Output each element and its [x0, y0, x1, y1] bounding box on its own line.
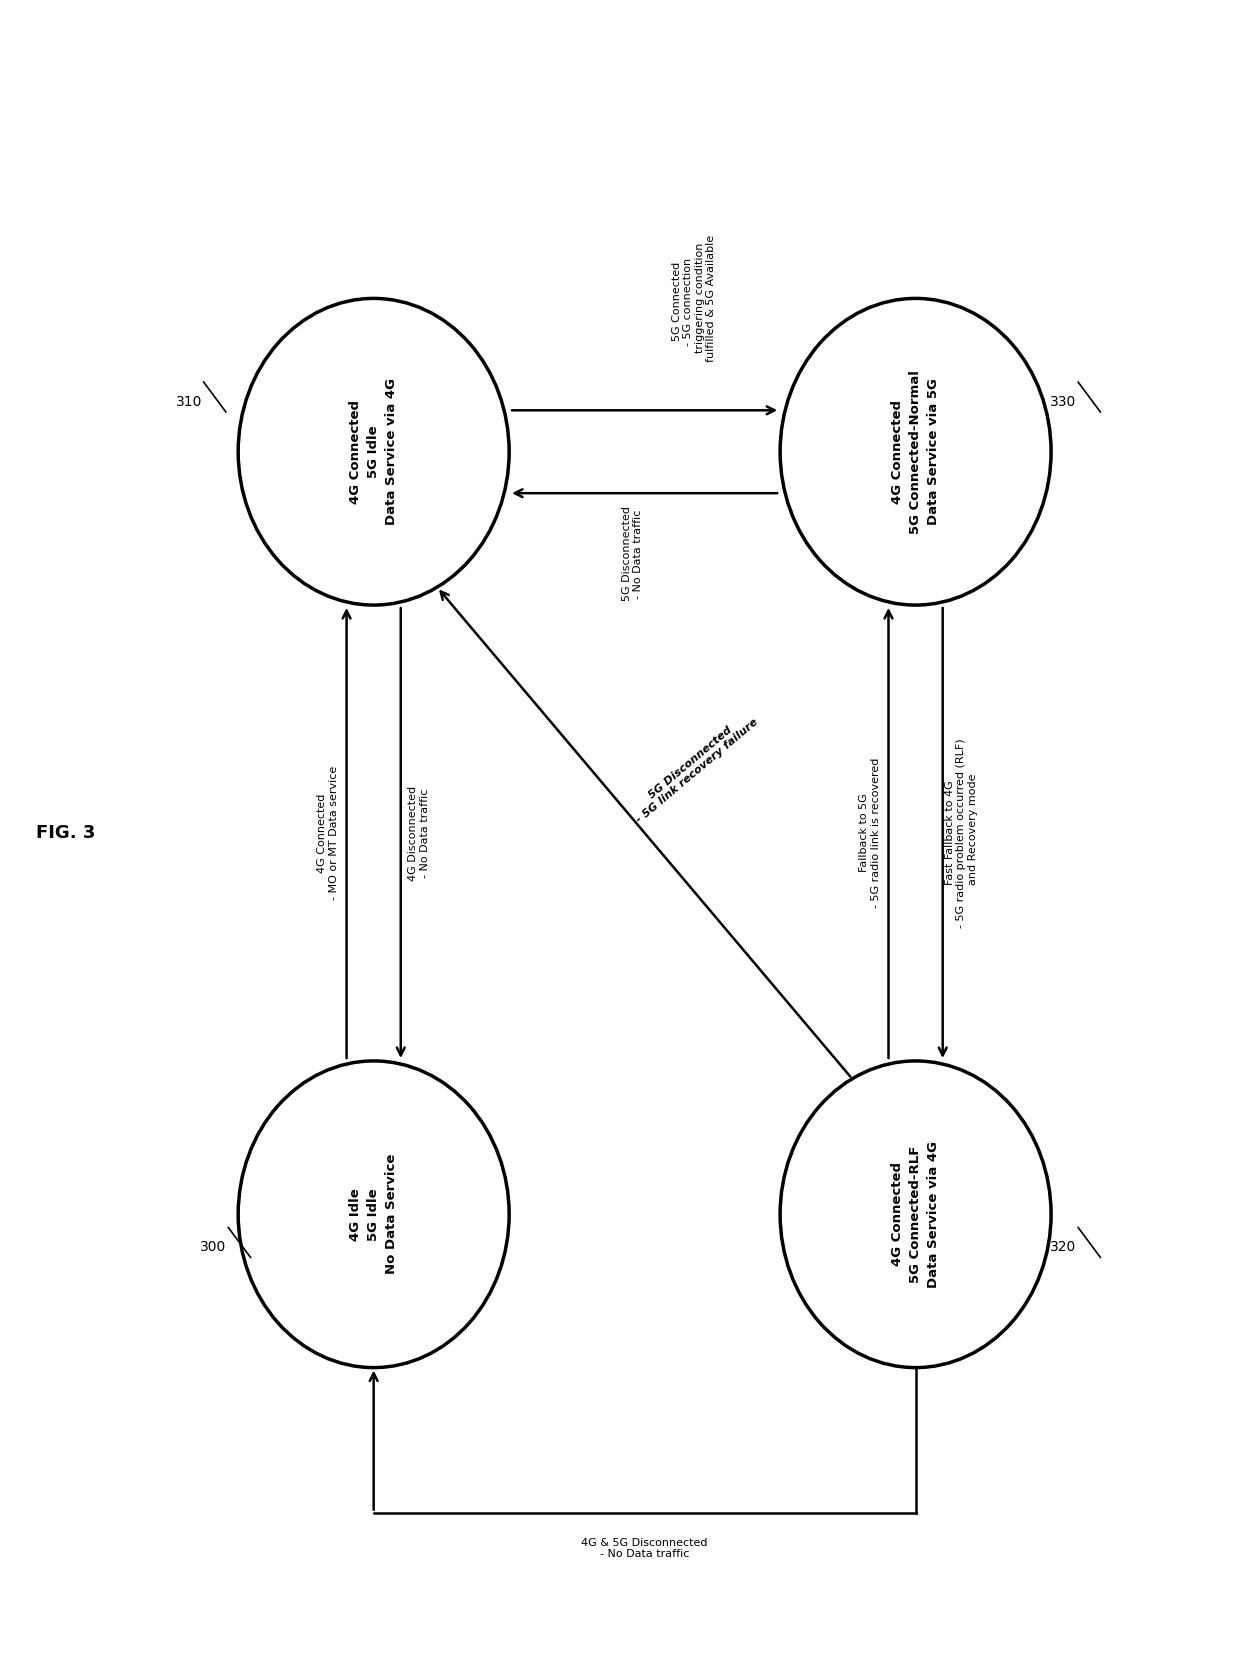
Text: Fast Fallback to 4G
- 5G radio problem occurred (RLF)
  and Recovery mode: Fast Fallback to 4G - 5G radio problem o… [945, 738, 978, 928]
Text: 4G Disconnected
- No Data traffic: 4G Disconnected - No Data traffic [408, 785, 430, 881]
Text: 4G Connected
5G Connected-Normal
Data Service via 5G: 4G Connected 5G Connected-Normal Data Se… [892, 370, 940, 533]
Text: 4G Connected
5G Idle
Data Service via 4G: 4G Connected 5G Idle Data Service via 4G [350, 378, 398, 525]
Text: 4G Connected
- MO or MT Data service: 4G Connected - MO or MT Data service [317, 766, 339, 900]
Text: 4G & 5G Disconnected
- No Data traffic: 4G & 5G Disconnected - No Data traffic [582, 1538, 708, 1559]
Text: 5G Disconnected
- No Data traffic: 5G Disconnected - No Data traffic [621, 506, 644, 601]
Text: Fallback to 5G
- 5G radio link is recovered: Fallback to 5G - 5G radio link is recove… [859, 758, 880, 908]
Text: 4G Connected
5G Connected-RLF
Data Service via 4G: 4G Connected 5G Connected-RLF Data Servi… [892, 1141, 940, 1288]
Text: 330: 330 [1050, 395, 1076, 410]
Text: FIG. 3: FIG. 3 [36, 825, 95, 841]
Text: 5G Disconnected
- 5G link recovery failure: 5G Disconnected - 5G link recovery failu… [627, 708, 760, 825]
Text: 300: 300 [201, 1241, 227, 1254]
Text: 4G Idle
5G Idle
No Data Service: 4G Idle 5G Idle No Data Service [350, 1155, 398, 1274]
Text: 320: 320 [1050, 1241, 1076, 1254]
Text: 310: 310 [176, 395, 202, 410]
Text: 5G Connected
- 5G connection
  triggering condition
  fulfilled & 5G Available: 5G Connected - 5G connection triggering … [672, 235, 717, 368]
